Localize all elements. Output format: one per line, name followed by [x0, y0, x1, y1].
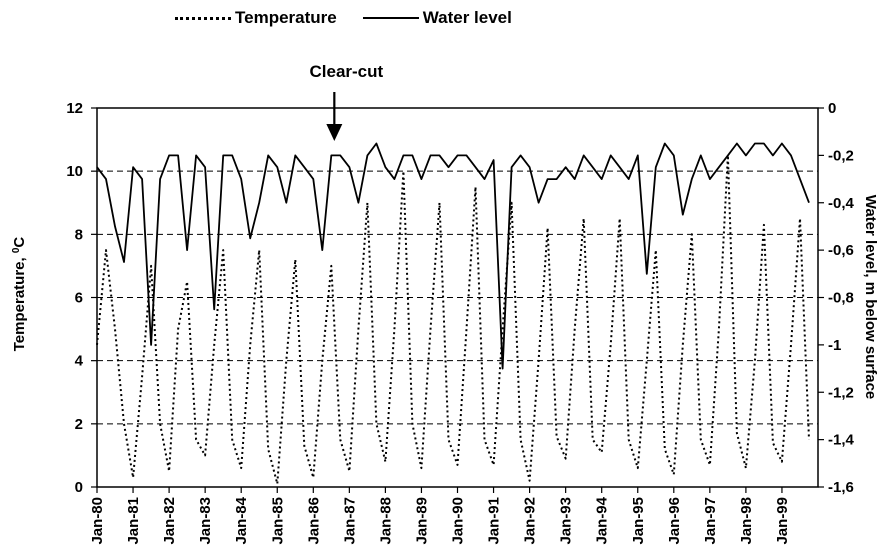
x-tick-label: Jan-93 — [558, 497, 575, 545]
legend-label-temperature: Temperature — [235, 8, 337, 27]
legend: Temperature Water level — [175, 8, 538, 28]
right-tick-label: -0,8 — [828, 290, 854, 307]
x-tick-label: Jan-85 — [269, 497, 286, 545]
left-axis-title-superscript: 0 — [11, 247, 22, 253]
x-tick-label: Jan-81 — [125, 497, 142, 545]
left-tick-label: 12 — [66, 100, 83, 117]
left-axis-title: Temperature, 0C — [11, 237, 29, 352]
right-tick-label: -0,6 — [828, 242, 854, 259]
left-tick-label: 0 — [75, 479, 83, 496]
x-tick-label: Jan-87 — [341, 497, 358, 545]
left-axis: 0 2 4 6 8 10 12 — [66, 100, 97, 496]
x-axis: Jan-80 Jan-81 Jan-82 Jan-83 Jan-84 Jan-85 Jan-… — [89, 487, 791, 545]
x-tick-label: Jan-84 — [233, 496, 250, 544]
left-tick-label: 4 — [75, 353, 84, 370]
right-tick-label: -0,2 — [828, 147, 854, 164]
x-tick-label: Jan-95 — [630, 497, 647, 545]
x-tick-label: Jan-89 — [413, 497, 430, 545]
right-tick-label: -1,4 — [828, 432, 855, 449]
left-tick-label: 10 — [66, 163, 83, 180]
right-tick-label: -1,2 — [828, 384, 854, 401]
x-tick-label: Jan-97 — [702, 497, 719, 545]
x-tick-label: Jan-83 — [197, 497, 214, 545]
right-axis-title: Water level, m below surface — [862, 195, 879, 400]
x-tick-label: Jan-90 — [450, 497, 467, 545]
legend-swatch-dotted — [175, 16, 231, 20]
left-axis-title-unit: C — [11, 237, 28, 248]
x-tick-label: Jan-88 — [377, 497, 394, 545]
x-tick-label: Jan-86 — [305, 497, 322, 545]
series-line-water-level — [96, 142, 810, 370]
left-tick-label: 2 — [75, 416, 83, 433]
right-tick-label: 0 — [828, 100, 836, 117]
clear-cut-label: Clear-cut — [309, 62, 383, 81]
x-tick-label: Jan-94 — [594, 496, 611, 544]
left-tick-label: 8 — [75, 226, 83, 243]
left-axis-title-main: Temperature, — [11, 253, 28, 351]
x-tick-label: Jan-98 — [738, 497, 755, 545]
x-tick-label: Jan-91 — [486, 497, 503, 545]
right-tick-label: -1,6 — [828, 479, 854, 496]
x-tick-label: Jan-96 — [666, 497, 683, 545]
x-tick-label: Jan-80 — [89, 497, 106, 545]
clear-cut-annotation: Clear-cut — [309, 62, 384, 141]
x-tick-label: Jan-99 — [774, 497, 791, 545]
legend-item-water-level: Water level — [362, 8, 512, 28]
series-line-temperature — [96, 154, 810, 485]
series-layer — [96, 142, 810, 485]
clear-cut-arrow-head — [326, 124, 343, 141]
right-axis: -1,6 -1,4 -1,2 -1 -0,8 -0,6 -0,4 -0,2 0 — [818, 100, 855, 496]
legend-label-water-level: Water level — [422, 8, 512, 27]
right-tick-label: -0,4 — [828, 195, 855, 212]
grid-lines — [97, 170, 818, 425]
legend-item-temperature: Temperature — [175, 8, 337, 28]
right-tick-label: -1 — [828, 337, 841, 354]
x-tick-label: Jan-92 — [522, 497, 539, 545]
legend-swatch-solid — [362, 17, 419, 19]
left-tick-label: 6 — [75, 290, 83, 307]
x-tick-label: Jan-82 — [161, 497, 178, 545]
